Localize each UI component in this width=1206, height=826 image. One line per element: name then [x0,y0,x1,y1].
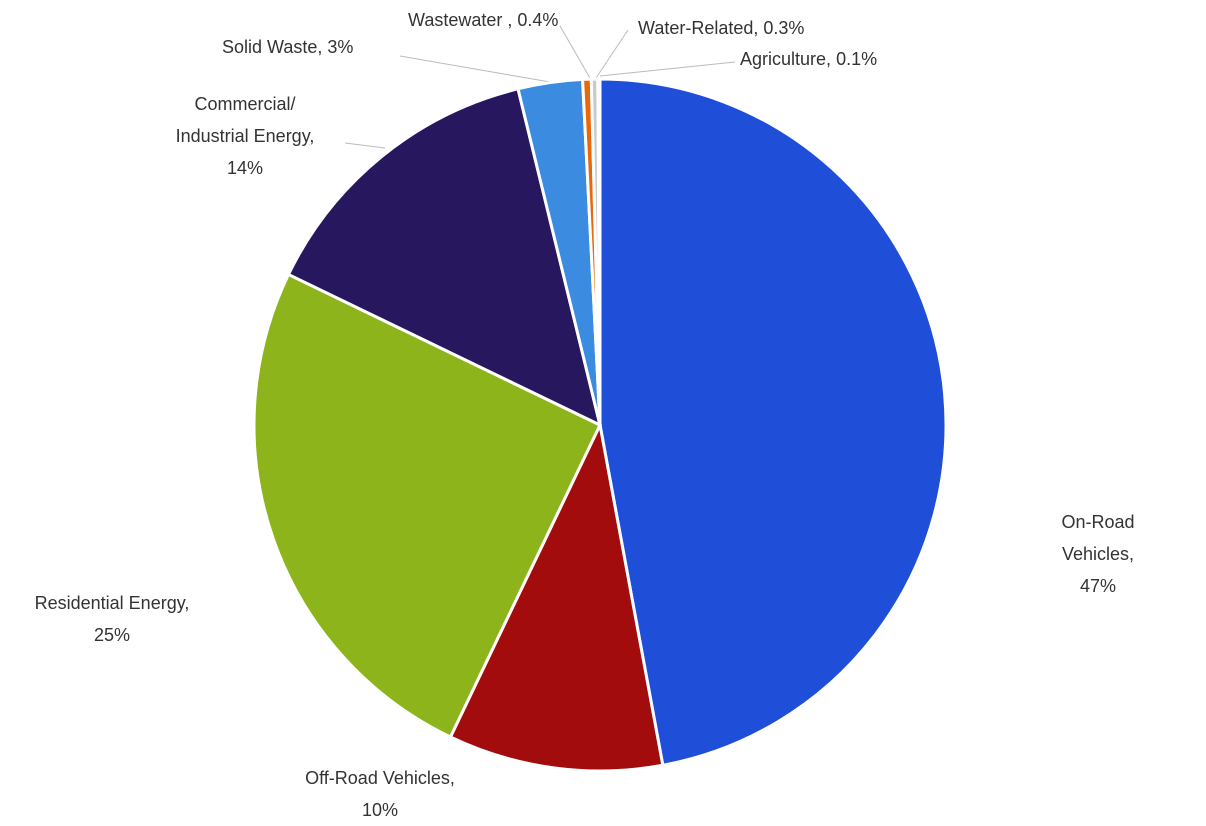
value-label: 0.3% [763,18,805,38]
category-label: On-Road Vehicles, [1061,512,1135,564]
value-label: 47% [1079,576,1117,596]
slice-label: Wastewater , 0.4% [408,4,558,36]
pie-slice [596,77,602,426]
pie-slice [252,272,602,740]
category-label: Wastewater , [408,10,513,30]
leader-line [559,25,591,79]
category-label: Solid Waste, [222,37,323,57]
slice-label: Residential Energy, 25% [35,587,190,651]
slice-label: Off-Road Vehicles, 10% [305,762,455,826]
leader-line [595,29,629,79]
slice-label: Water-Related, 0.3% [638,12,804,44]
leader-line [344,142,386,149]
leader-lines [344,25,736,149]
category-label: Agriculture, [740,49,832,69]
leader-line [399,55,551,83]
category-label: Water-Related, [638,18,759,38]
value-label: 10% [361,800,399,820]
slice-label: Solid Waste, 3% [222,31,353,63]
pie-slice [598,77,948,767]
slice-label: On-Road Vehicles, 47% [1044,506,1152,602]
category-label: Residential Energy, [34,593,190,613]
category-label: Off-Road Vehicles, [305,768,455,788]
value-label: 0.1% [836,49,878,69]
value-label: 3% [327,37,354,57]
category-label: Commercial/ Industrial Energy, [175,94,315,146]
slice-label: Commercial/ Industrial Energy, 14% [176,88,315,184]
value-label: 25% [93,625,131,645]
pie-slice [286,87,603,428]
value-label: 14% [226,158,264,178]
slice-label: Agriculture, 0.1% [740,43,877,75]
value-label: 0.4% [517,10,559,30]
pie-slice [448,420,665,773]
leader-line [599,61,736,77]
